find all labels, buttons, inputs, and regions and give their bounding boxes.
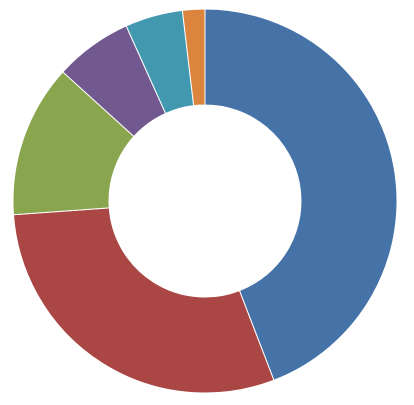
donut-slice-2	[12, 207, 275, 394]
donut-slice-1	[204, 8, 398, 381]
donut-slice-6	[181, 8, 206, 107]
